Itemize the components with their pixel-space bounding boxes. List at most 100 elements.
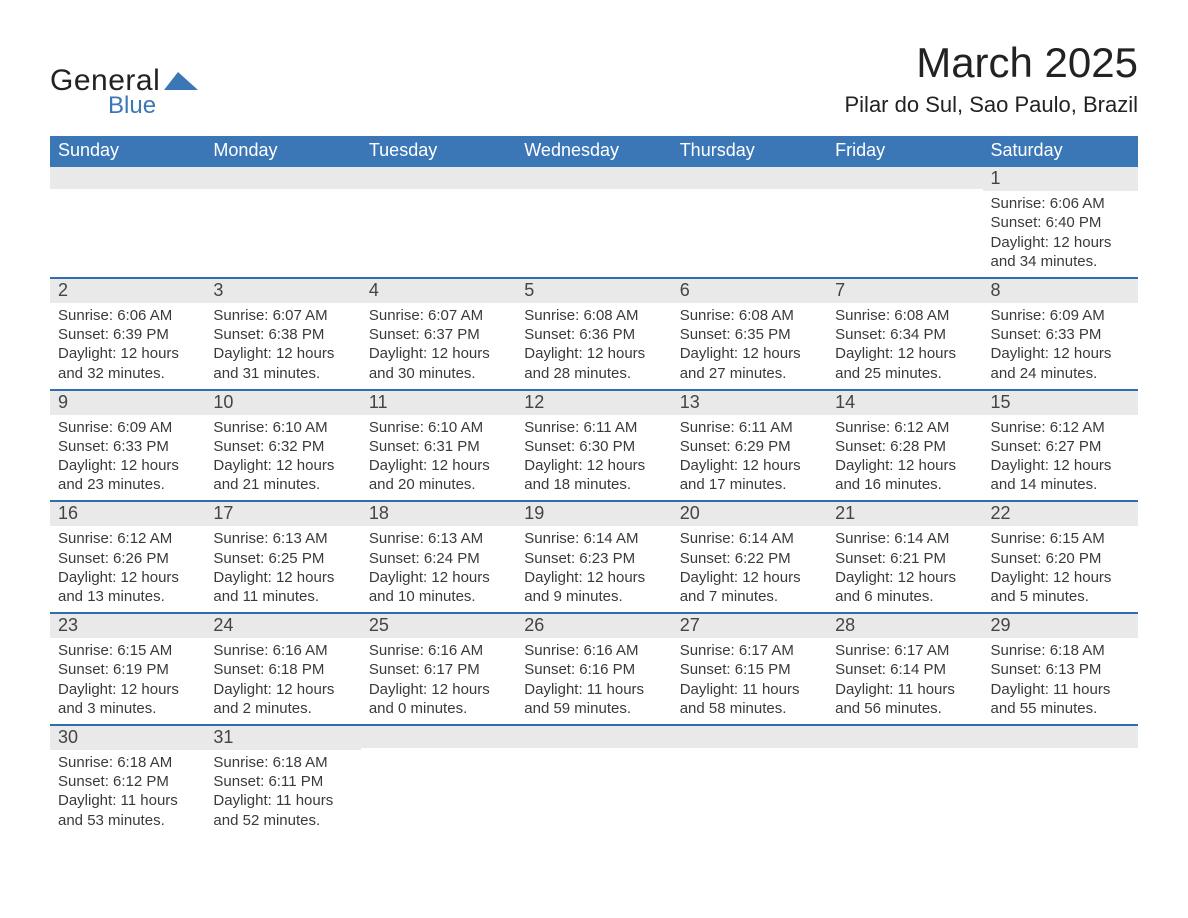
calendar-day-cell: 3Sunrise: 6:07 AMSunset: 6:38 PMDaylight…	[205, 278, 360, 390]
day-sunset-text: Sunset: 6:14 PM	[835, 660, 974, 679]
day-daylight-text: Daylight: 12 hours and 20 minutes.	[369, 456, 508, 494]
day-sunset-text: Sunset: 6:13 PM	[991, 660, 1130, 679]
day-sunset-text: Sunset: 6:35 PM	[680, 325, 819, 344]
calendar-day-cell: 20Sunrise: 6:14 AMSunset: 6:22 PMDayligh…	[672, 501, 827, 613]
day-details: Sunrise: 6:11 AMSunset: 6:30 PMDaylight:…	[516, 415, 671, 501]
day-number-band	[827, 726, 982, 748]
day-daylight-text: Daylight: 12 hours and 10 minutes.	[369, 568, 508, 606]
day-details: Sunrise: 6:15 AMSunset: 6:20 PMDaylight:…	[983, 526, 1138, 612]
day-daylight-text: Daylight: 12 hours and 21 minutes.	[213, 456, 352, 494]
day-number-band	[50, 167, 205, 189]
day-details: Sunrise: 6:16 AMSunset: 6:18 PMDaylight:…	[205, 638, 360, 724]
day-daylight-text: Daylight: 11 hours and 56 minutes.	[835, 680, 974, 718]
day-sunset-text: Sunset: 6:37 PM	[369, 325, 508, 344]
day-details: Sunrise: 6:14 AMSunset: 6:21 PMDaylight:…	[827, 526, 982, 612]
calendar-day-cell: 25Sunrise: 6:16 AMSunset: 6:17 PMDayligh…	[361, 613, 516, 725]
calendar-day-cell: 21Sunrise: 6:14 AMSunset: 6:21 PMDayligh…	[827, 501, 982, 613]
calendar-day-cell: 16Sunrise: 6:12 AMSunset: 6:26 PMDayligh…	[50, 501, 205, 613]
calendar-day-cell: 13Sunrise: 6:11 AMSunset: 6:29 PMDayligh…	[672, 390, 827, 502]
logo-triangle-icon	[164, 70, 198, 94]
day-daylight-text: Daylight: 12 hours and 30 minutes.	[369, 344, 508, 382]
day-sunrise-text: Sunrise: 6:11 AM	[524, 418, 663, 437]
day-daylight-text: Daylight: 12 hours and 5 minutes.	[991, 568, 1130, 606]
calendar-day-cell	[827, 167, 982, 278]
calendar-week-row: 23Sunrise: 6:15 AMSunset: 6:19 PMDayligh…	[50, 613, 1138, 725]
day-sunrise-text: Sunrise: 6:16 AM	[524, 641, 663, 660]
day-details	[672, 189, 827, 267]
day-details	[361, 748, 516, 826]
day-daylight-text: Daylight: 12 hours and 34 minutes.	[991, 233, 1130, 271]
calendar-day-cell: 28Sunrise: 6:17 AMSunset: 6:14 PMDayligh…	[827, 613, 982, 725]
day-sunset-text: Sunset: 6:29 PM	[680, 437, 819, 456]
day-sunrise-text: Sunrise: 6:07 AM	[369, 306, 508, 325]
day-number-band	[361, 726, 516, 748]
day-sunrise-text: Sunrise: 6:15 AM	[58, 641, 197, 660]
day-sunrise-text: Sunrise: 6:17 AM	[835, 641, 974, 660]
day-number-band: 25	[361, 614, 516, 638]
day-details: Sunrise: 6:12 AMSunset: 6:27 PMDaylight:…	[983, 415, 1138, 501]
day-sunset-text: Sunset: 6:24 PM	[369, 549, 508, 568]
day-daylight-text: Daylight: 12 hours and 28 minutes.	[524, 344, 663, 382]
calendar-day-cell: 22Sunrise: 6:15 AMSunset: 6:20 PMDayligh…	[983, 501, 1138, 613]
day-sunset-text: Sunset: 6:17 PM	[369, 660, 508, 679]
day-number-band: 20	[672, 502, 827, 526]
day-sunset-text: Sunset: 6:25 PM	[213, 549, 352, 568]
day-sunset-text: Sunset: 6:39 PM	[58, 325, 197, 344]
day-sunrise-text: Sunrise: 6:18 AM	[991, 641, 1130, 660]
day-number-band: 2	[50, 279, 205, 303]
day-sunset-text: Sunset: 6:18 PM	[213, 660, 352, 679]
calendar-day-cell: 8Sunrise: 6:09 AMSunset: 6:33 PMDaylight…	[983, 278, 1138, 390]
calendar-day-cell: 23Sunrise: 6:15 AMSunset: 6:19 PMDayligh…	[50, 613, 205, 725]
calendar-day-cell: 30Sunrise: 6:18 AMSunset: 6:12 PMDayligh…	[50, 725, 205, 836]
day-sunrise-text: Sunrise: 6:09 AM	[991, 306, 1130, 325]
day-daylight-text: Daylight: 11 hours and 52 minutes.	[213, 791, 352, 829]
day-daylight-text: Daylight: 12 hours and 0 minutes.	[369, 680, 508, 718]
calendar-day-cell: 26Sunrise: 6:16 AMSunset: 6:16 PMDayligh…	[516, 613, 671, 725]
weekday-header: Monday	[205, 136, 360, 167]
day-number-band: 3	[205, 279, 360, 303]
day-sunrise-text: Sunrise: 6:08 AM	[680, 306, 819, 325]
day-sunset-text: Sunset: 6:31 PM	[369, 437, 508, 456]
day-details: Sunrise: 6:08 AMSunset: 6:35 PMDaylight:…	[672, 303, 827, 389]
day-number-band	[827, 167, 982, 189]
header-bar: General Blue March 2025 Pilar do Sul, Sa…	[50, 40, 1138, 118]
day-daylight-text: Daylight: 12 hours and 13 minutes.	[58, 568, 197, 606]
day-details: Sunrise: 6:07 AMSunset: 6:38 PMDaylight:…	[205, 303, 360, 389]
day-details	[672, 748, 827, 826]
day-details: Sunrise: 6:12 AMSunset: 6:26 PMDaylight:…	[50, 526, 205, 612]
day-sunset-text: Sunset: 6:11 PM	[213, 772, 352, 791]
day-number-band: 9	[50, 391, 205, 415]
calendar-table: Sunday Monday Tuesday Wednesday Thursday…	[50, 136, 1138, 836]
day-number-band: 12	[516, 391, 671, 415]
calendar-day-cell: 1Sunrise: 6:06 AMSunset: 6:40 PMDaylight…	[983, 167, 1138, 278]
day-sunrise-text: Sunrise: 6:14 AM	[524, 529, 663, 548]
day-details	[983, 748, 1138, 826]
day-number-band: 11	[361, 391, 516, 415]
day-daylight-text: Daylight: 12 hours and 16 minutes.	[835, 456, 974, 494]
calendar-day-cell	[827, 725, 982, 836]
calendar-day-cell: 29Sunrise: 6:18 AMSunset: 6:13 PMDayligh…	[983, 613, 1138, 725]
day-daylight-text: Daylight: 11 hours and 55 minutes.	[991, 680, 1130, 718]
calendar-day-cell	[672, 725, 827, 836]
day-sunset-text: Sunset: 6:38 PM	[213, 325, 352, 344]
day-number-band: 30	[50, 726, 205, 750]
calendar-day-cell: 19Sunrise: 6:14 AMSunset: 6:23 PMDayligh…	[516, 501, 671, 613]
day-sunrise-text: Sunrise: 6:14 AM	[680, 529, 819, 548]
day-number-band: 4	[361, 279, 516, 303]
day-sunset-text: Sunset: 6:32 PM	[213, 437, 352, 456]
day-number-band	[983, 726, 1138, 748]
day-details: Sunrise: 6:18 AMSunset: 6:12 PMDaylight:…	[50, 750, 205, 836]
day-daylight-text: Daylight: 12 hours and 9 minutes.	[524, 568, 663, 606]
day-daylight-text: Daylight: 12 hours and 7 minutes.	[680, 568, 819, 606]
calendar-week-row: 30Sunrise: 6:18 AMSunset: 6:12 PMDayligh…	[50, 725, 1138, 836]
day-number-band: 31	[205, 726, 360, 750]
day-sunrise-text: Sunrise: 6:17 AM	[680, 641, 819, 660]
calendar-day-cell: 15Sunrise: 6:12 AMSunset: 6:27 PMDayligh…	[983, 390, 1138, 502]
calendar-week-row: 16Sunrise: 6:12 AMSunset: 6:26 PMDayligh…	[50, 501, 1138, 613]
day-daylight-text: Daylight: 12 hours and 11 minutes.	[213, 568, 352, 606]
day-sunset-text: Sunset: 6:16 PM	[524, 660, 663, 679]
calendar-day-cell: 9Sunrise: 6:09 AMSunset: 6:33 PMDaylight…	[50, 390, 205, 502]
calendar-day-cell	[983, 725, 1138, 836]
day-sunrise-text: Sunrise: 6:10 AM	[213, 418, 352, 437]
day-number-band	[361, 167, 516, 189]
